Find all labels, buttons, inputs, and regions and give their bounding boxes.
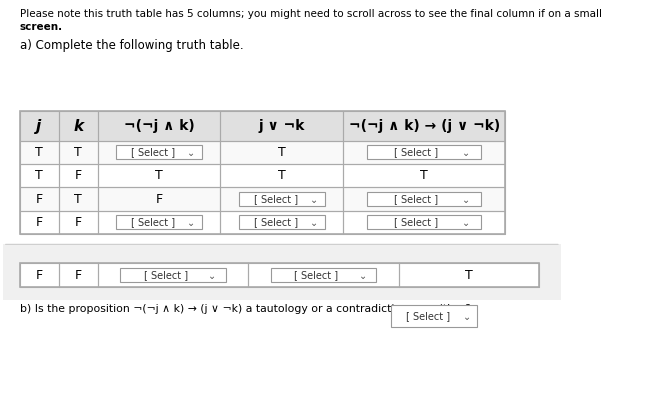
Bar — [20, 111, 505, 234]
Text: F: F — [75, 216, 82, 229]
Text: ⌄: ⌄ — [358, 271, 367, 281]
Bar — [20, 164, 505, 188]
Bar — [20, 188, 59, 211]
Text: [ Select ]: [ Select ] — [405, 311, 450, 321]
Text: a) Complete the following truth table.: a) Complete the following truth table. — [20, 39, 243, 52]
Bar — [59, 164, 97, 188]
Text: ¬(¬j ∧ k): ¬(¬j ∧ k) — [124, 119, 194, 133]
Bar — [97, 164, 220, 188]
Text: [ Select ]: [ Select ] — [254, 194, 298, 204]
Text: [ Select ]: [ Select ] — [394, 217, 438, 227]
Text: j ∨ ¬k: j ∨ ¬k — [258, 119, 305, 133]
Text: [ Select ]: [ Select ] — [131, 147, 175, 157]
Text: [ Select ]: [ Select ] — [394, 194, 438, 204]
Text: ⌄: ⌄ — [187, 148, 195, 158]
Text: ¬(¬j ∧ k) → (j ∨ ¬k): ¬(¬j ∧ k) → (j ∨ ¬k) — [349, 119, 500, 133]
Bar — [59, 111, 97, 141]
Text: ⌄: ⌄ — [309, 195, 318, 205]
Bar — [220, 111, 343, 141]
Text: [ Select ]: [ Select ] — [394, 147, 438, 157]
FancyBboxPatch shape — [368, 215, 481, 229]
Bar — [97, 211, 220, 234]
Text: ⌄: ⌄ — [208, 271, 216, 281]
Bar — [343, 211, 505, 234]
Bar — [97, 188, 220, 211]
Text: T: T — [465, 269, 473, 281]
Text: [ Select ]: [ Select ] — [294, 270, 338, 280]
Bar — [20, 263, 59, 287]
FancyBboxPatch shape — [239, 192, 325, 206]
Bar — [3, 244, 561, 300]
Bar — [20, 141, 59, 164]
Text: F: F — [156, 193, 163, 205]
Text: T: T — [35, 169, 43, 182]
Text: T: T — [75, 193, 82, 205]
FancyBboxPatch shape — [271, 268, 377, 282]
Text: F: F — [35, 216, 43, 229]
Bar — [59, 141, 97, 164]
FancyBboxPatch shape — [116, 215, 202, 229]
Bar — [343, 164, 505, 188]
Text: ⌄: ⌄ — [463, 312, 471, 322]
Bar — [343, 141, 505, 164]
Bar — [97, 141, 220, 164]
Bar — [20, 111, 505, 141]
Text: F: F — [75, 269, 82, 281]
Text: [ Select ]: [ Select ] — [143, 270, 188, 280]
FancyBboxPatch shape — [116, 145, 202, 159]
Text: ⌄: ⌄ — [462, 148, 470, 158]
FancyBboxPatch shape — [368, 192, 481, 206]
FancyBboxPatch shape — [120, 268, 226, 282]
Bar — [399, 263, 538, 287]
Text: b) Is the proposition ¬(¬j ∧ k) → (j ∨ ¬k) a tautology or a contradiction or nei: b) Is the proposition ¬(¬j ∧ k) → (j ∨ ¬… — [20, 304, 470, 314]
Text: ⌄: ⌄ — [187, 218, 195, 228]
Bar — [343, 188, 505, 211]
Bar — [97, 263, 249, 287]
Bar — [59, 263, 97, 287]
Bar — [97, 111, 220, 141]
Bar — [20, 111, 59, 141]
Text: T: T — [35, 146, 43, 159]
Text: ⌄: ⌄ — [309, 218, 318, 228]
Text: [ Select ]: [ Select ] — [254, 217, 298, 227]
Bar — [20, 164, 59, 188]
Bar — [220, 164, 343, 188]
Text: T: T — [278, 169, 286, 182]
Text: j: j — [37, 119, 42, 134]
Text: k: k — [73, 119, 83, 134]
Bar — [20, 211, 505, 234]
Text: ⌄: ⌄ — [462, 195, 470, 205]
Bar — [249, 263, 399, 287]
Text: F: F — [35, 193, 43, 205]
Bar — [20, 141, 505, 164]
FancyBboxPatch shape — [239, 215, 325, 229]
Bar — [220, 211, 343, 234]
FancyBboxPatch shape — [390, 305, 477, 327]
Text: Please note this truth table has 5 columns; you might need to scroll across to s: Please note this truth table has 5 colum… — [20, 9, 602, 19]
Bar — [20, 263, 538, 287]
Text: F: F — [75, 169, 82, 182]
Bar — [20, 211, 59, 234]
Bar — [343, 111, 505, 141]
Text: [ Select ]: [ Select ] — [131, 217, 175, 227]
Bar — [20, 188, 505, 211]
Bar — [220, 141, 343, 164]
Text: F: F — [35, 269, 43, 281]
FancyBboxPatch shape — [368, 145, 481, 159]
Text: ⌄: ⌄ — [462, 218, 470, 228]
Bar — [220, 188, 343, 211]
Text: T: T — [155, 169, 163, 182]
Text: T: T — [75, 146, 82, 159]
Bar — [59, 211, 97, 234]
Text: screen.: screen. — [20, 22, 63, 32]
Bar — [59, 188, 97, 211]
Text: T: T — [421, 169, 428, 182]
Text: T: T — [278, 146, 286, 159]
